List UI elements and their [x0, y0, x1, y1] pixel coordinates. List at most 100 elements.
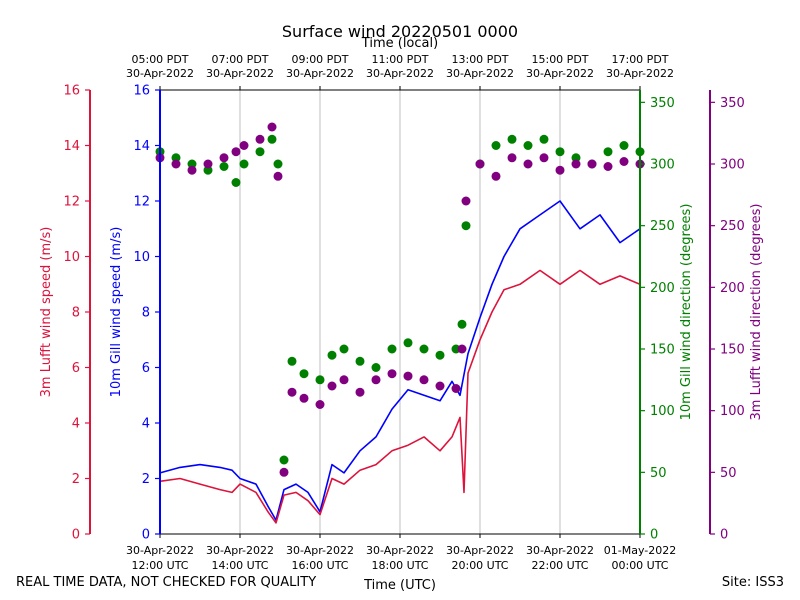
data-point: [371, 375, 381, 385]
y-tick-label: 0: [650, 528, 658, 543]
data-point: [279, 467, 289, 477]
data-point: [273, 159, 283, 169]
data-point: [419, 375, 429, 385]
x-tick-time: 22:00 UTC: [531, 559, 588, 572]
data-point: [619, 157, 629, 166]
data-point: [491, 171, 501, 181]
y-tick-label: 14: [133, 139, 150, 154]
y-tick-label: 14: [63, 139, 80, 154]
y-tick-label: 100: [720, 404, 745, 419]
x-tick-date: 30-Apr-2022: [206, 544, 274, 557]
data-point: [339, 375, 349, 385]
y-tick-label: 2: [142, 472, 150, 487]
data-point: [403, 338, 413, 348]
data-point: [267, 134, 277, 144]
data-point: [355, 387, 365, 397]
top-tick-date: 30-Apr-2022: [446, 67, 514, 80]
data-point: [539, 134, 549, 144]
data-point: [387, 369, 397, 379]
y-tick-label: 200: [720, 281, 745, 296]
series-layer: [155, 122, 645, 524]
y-tick-label: 6: [72, 361, 80, 376]
y-tick-label: 300: [650, 158, 675, 173]
top-tick-time: 09:00 PDT: [291, 53, 348, 66]
data-point: [187, 165, 197, 175]
data-point: [279, 455, 289, 465]
top-tick-date: 30-Apr-2022: [286, 67, 354, 80]
data-point: [339, 344, 349, 354]
data-point: [273, 171, 283, 181]
top-axis-label: Time (local): [361, 36, 438, 51]
y-tick-label: 8: [142, 306, 150, 321]
data-point: [555, 147, 565, 157]
data-point: [187, 159, 197, 169]
top-tick-time: 11:00 PDT: [371, 53, 428, 66]
series-10m-gill-wind-speed: [159, 200, 641, 521]
data-point: [435, 350, 445, 360]
y-tick-label: 4: [72, 417, 80, 432]
data-point: [457, 344, 467, 354]
data-point: [571, 153, 581, 163]
x-tick-time: 12:00 UTC: [131, 559, 188, 572]
x-tick-time: 16:00 UTC: [291, 559, 348, 572]
x-tick-time: 00:00 UTC: [611, 559, 668, 572]
data-point: [587, 159, 597, 169]
y-tick-label: 250: [720, 219, 745, 234]
data-point: [315, 400, 325, 409]
series-line: [159, 269, 641, 524]
y-tick-label: 16: [133, 84, 150, 99]
y-tick-label: 200: [650, 281, 675, 296]
y-tick-label: 12: [133, 195, 150, 210]
data-point: [171, 159, 181, 169]
data-point: [355, 356, 365, 366]
top-tick-time: 17:00 PDT: [611, 53, 668, 66]
series-10m-gill-wind-direction: [155, 134, 645, 465]
data-point: [403, 371, 413, 381]
y-tick-label: 150: [650, 343, 675, 358]
data-point: [491, 141, 501, 150]
x-axis-label: Time (UTC): [363, 578, 436, 593]
data-point: [603, 162, 613, 171]
x-tick-time: 20:00 UTC: [451, 559, 508, 572]
data-point: [555, 165, 565, 175]
axes-layer: 30-Apr-2022 12:00 UTC 30-Apr-2022 14:00 UTC…: [39, 53, 764, 572]
top-tick-time: 07:00 PDT: [211, 53, 268, 66]
top-tick-time: 15:00 PDT: [531, 53, 588, 66]
top-tick-time: 05:00 PDT: [131, 53, 188, 66]
x-tick-date: 30-Apr-2022: [366, 544, 434, 557]
y-tick-label: 8: [72, 306, 80, 321]
data-point: [419, 344, 429, 354]
data-point: [203, 159, 213, 169]
data-point: [523, 159, 533, 169]
x-tick-time: 14:00 UTC: [211, 559, 268, 572]
data-point: [461, 196, 471, 206]
quality-note: REAL TIME DATA, NOT CHECKED FOR QUALITY: [16, 575, 317, 590]
data-point: [171, 153, 181, 163]
data-point: [435, 381, 445, 391]
y-tick-label: 50: [720, 466, 737, 481]
top-tick-date: 30-Apr-2022: [126, 67, 194, 80]
data-point: [461, 221, 471, 231]
data-point: [523, 141, 533, 150]
y-tick-label: 4: [142, 417, 150, 432]
x-tick-date: 30-Apr-2022: [126, 544, 194, 557]
y-tick-label: 10: [133, 250, 150, 265]
top-tick-date: 30-Apr-2022: [366, 67, 434, 80]
y-axis-title: 3m Lufft wind direction (degrees): [749, 204, 764, 421]
y-tick-label: 0: [72, 528, 80, 543]
data-point: [539, 153, 549, 163]
top-tick-date: 30-Apr-2022: [526, 67, 594, 80]
top-tick-date: 30-Apr-2022: [606, 67, 674, 80]
data-point: [255, 134, 265, 144]
series-3m-lufft-wind-speed: [159, 269, 641, 524]
data-point: [475, 159, 485, 169]
data-point: [571, 159, 581, 169]
data-point: [387, 344, 397, 354]
data-point: [255, 147, 265, 157]
y-tick-label: 250: [650, 219, 675, 234]
x-tick-time: 18:00 UTC: [371, 559, 428, 572]
site-label: Site: ISS3: [721, 575, 784, 590]
x-tick-date: 30-Apr-2022: [446, 544, 514, 557]
x-tick-date: 30-Apr-2022: [526, 544, 594, 557]
top-tick-time: 13:00 PDT: [451, 53, 508, 66]
